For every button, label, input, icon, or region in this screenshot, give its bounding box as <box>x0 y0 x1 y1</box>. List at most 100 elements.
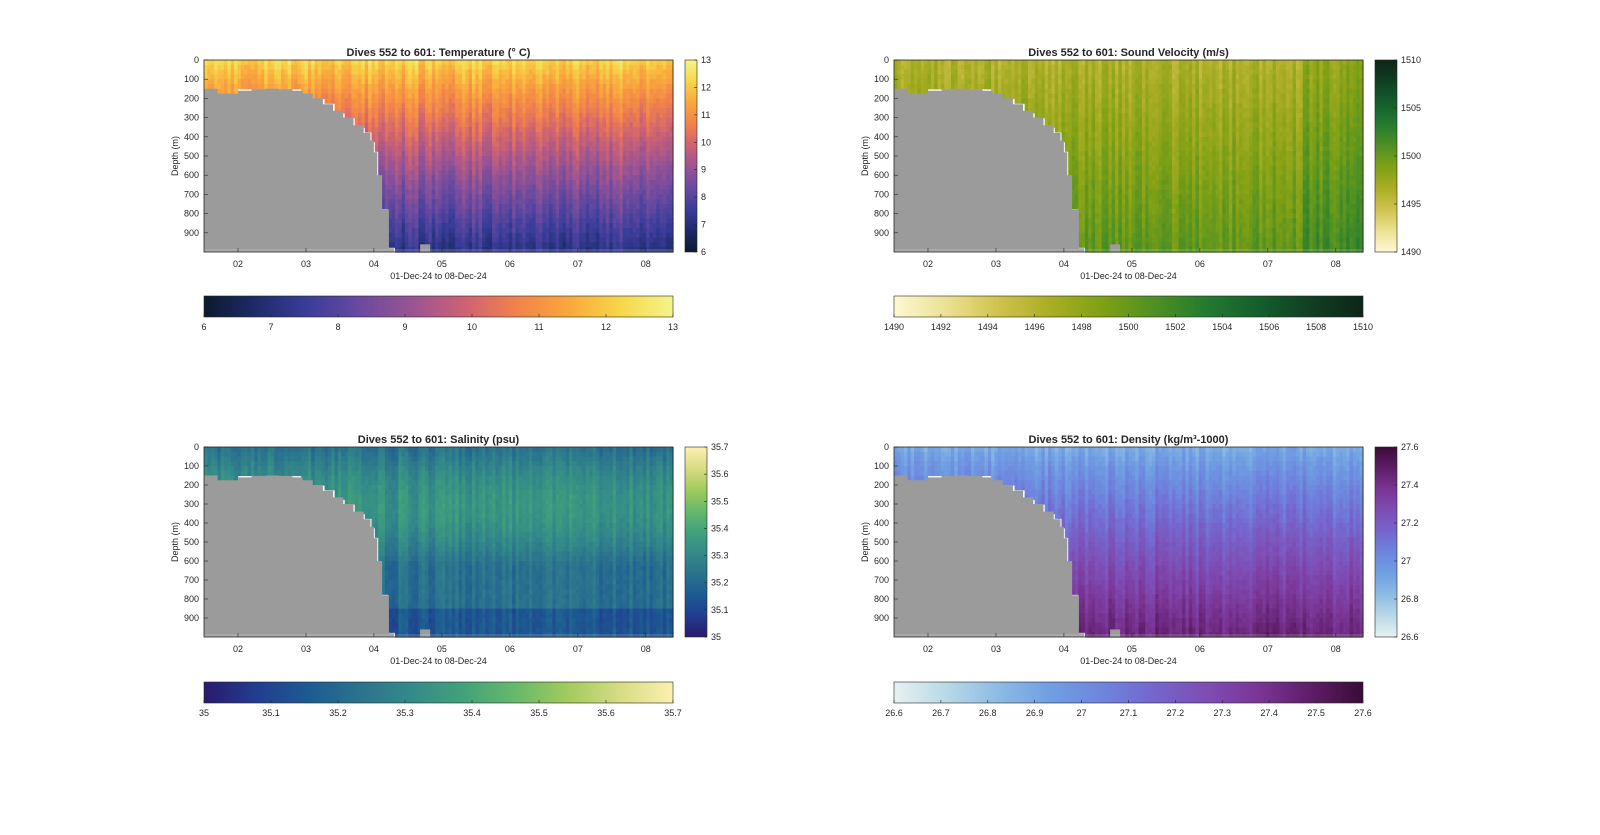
heatmap-cell <box>616 238 620 243</box>
heatmap-cell <box>549 209 553 214</box>
heatmap-cell <box>944 65 948 70</box>
heatmap-cell <box>579 146 583 151</box>
x-tick-label: 07 <box>573 259 583 269</box>
heatmap-cell <box>613 209 617 214</box>
heatmap-cell <box>1078 223 1082 228</box>
heatmap-cell <box>452 199 456 204</box>
heatmap-cell <box>459 118 463 123</box>
heatmap-cell <box>593 209 597 214</box>
heatmap-cell <box>954 74 958 79</box>
heatmap-cell <box>305 89 309 94</box>
heatmap-cell <box>1028 89 1032 94</box>
heatmap-cell <box>388 98 392 103</box>
heatmap-cell <box>589 185 593 190</box>
heatmap-cell <box>650 190 654 195</box>
heatmap-cell <box>619 180 623 185</box>
heatmap-cell <box>542 185 546 190</box>
heatmap-cell <box>643 228 647 233</box>
heatmap-cell <box>613 146 617 151</box>
heatmap-cell <box>556 214 560 219</box>
heatmap-cell <box>656 113 660 118</box>
heatmap-cell <box>412 185 416 190</box>
heatmap-cell <box>1092 74 1096 79</box>
heatmap-cell <box>485 103 489 108</box>
heatmap-cell <box>552 204 556 209</box>
heatmap-cell <box>519 190 523 195</box>
heatmap-cell <box>569 204 573 209</box>
heatmap-cell <box>469 238 473 243</box>
heatmap-cell <box>1112 113 1116 118</box>
heatmap-cell <box>666 175 670 180</box>
heatmap-cell <box>512 209 516 214</box>
heatmap-cell <box>382 79 386 84</box>
heatmap-cell <box>569 194 573 199</box>
heatmap-cell <box>666 161 670 166</box>
heatmap-cell <box>1088 247 1092 252</box>
heatmap-cell <box>469 218 473 223</box>
heatmap-cell <box>388 74 392 79</box>
heatmap-cell <box>593 103 597 108</box>
heatmap-cell <box>328 94 332 99</box>
heatmap-cell <box>372 94 376 99</box>
heatmap-cell <box>459 204 463 209</box>
heatmap-cell <box>1058 60 1062 65</box>
heatmap-cell <box>609 242 613 247</box>
heatmap-cell <box>221 70 225 75</box>
heatmap-cell <box>1011 89 1015 94</box>
heatmap-cell <box>492 103 496 108</box>
heatmap-cell <box>405 166 409 171</box>
heatmap-cell <box>660 185 664 190</box>
heatmap-cell <box>626 103 630 108</box>
heatmap-cell <box>532 146 536 151</box>
heatmap-cell <box>569 170 573 175</box>
heatmap-cell <box>435 151 439 156</box>
heatmap-cell <box>1072 166 1076 171</box>
heatmap-cell <box>368 122 372 127</box>
heatmap-cell <box>301 70 305 75</box>
heatmap-cell <box>465 94 469 99</box>
heatmap-cell <box>1105 242 1109 247</box>
heatmap-cell <box>449 185 453 190</box>
heatmap-cell <box>609 89 613 94</box>
heatmap-cell <box>462 132 466 137</box>
heatmap-cell <box>412 214 416 219</box>
heatmap-cell <box>556 161 560 166</box>
heatmap-cell <box>358 84 362 89</box>
heatmap-cell <box>559 156 563 161</box>
heatmap-cell <box>526 242 530 247</box>
heatmap-cell <box>897 60 901 65</box>
heatmap-cell <box>462 118 466 123</box>
heatmap-cell <box>1078 180 1082 185</box>
heatmap-cell <box>415 242 419 247</box>
heatmap-cell <box>288 84 292 89</box>
heatmap-cell <box>569 94 573 99</box>
heatmap-cell <box>519 70 523 75</box>
heatmap-cell <box>445 214 449 219</box>
heatmap-cell <box>392 218 396 223</box>
heatmap-cell <box>412 170 416 175</box>
heatmap-cell <box>479 60 483 65</box>
heatmap-cell <box>636 190 640 195</box>
heatmap-cell <box>372 60 376 65</box>
heatmap-cell <box>516 180 520 185</box>
heatmap-cell <box>392 175 396 180</box>
heatmap-cell <box>629 108 633 113</box>
heatmap-cell <box>603 238 607 243</box>
heatmap-cell <box>425 113 429 118</box>
heatmap-cell <box>539 247 543 252</box>
heatmap-cell <box>526 185 530 190</box>
heatmap-cell <box>512 132 516 137</box>
heatmap-cell <box>398 233 402 238</box>
heatmap-cell <box>489 65 493 70</box>
heatmap-cell <box>643 223 647 228</box>
heatmap-cell <box>596 89 600 94</box>
heatmap-cell <box>469 180 473 185</box>
heatmap-cell <box>435 238 439 243</box>
heatmap-cell <box>593 127 597 132</box>
heatmap-cell <box>248 65 252 70</box>
heatmap-cell <box>479 103 483 108</box>
heatmap-cell <box>1115 166 1119 171</box>
heatmap-cell <box>418 247 422 252</box>
heatmap-cell <box>244 60 248 65</box>
heatmap-cell <box>586 118 590 123</box>
